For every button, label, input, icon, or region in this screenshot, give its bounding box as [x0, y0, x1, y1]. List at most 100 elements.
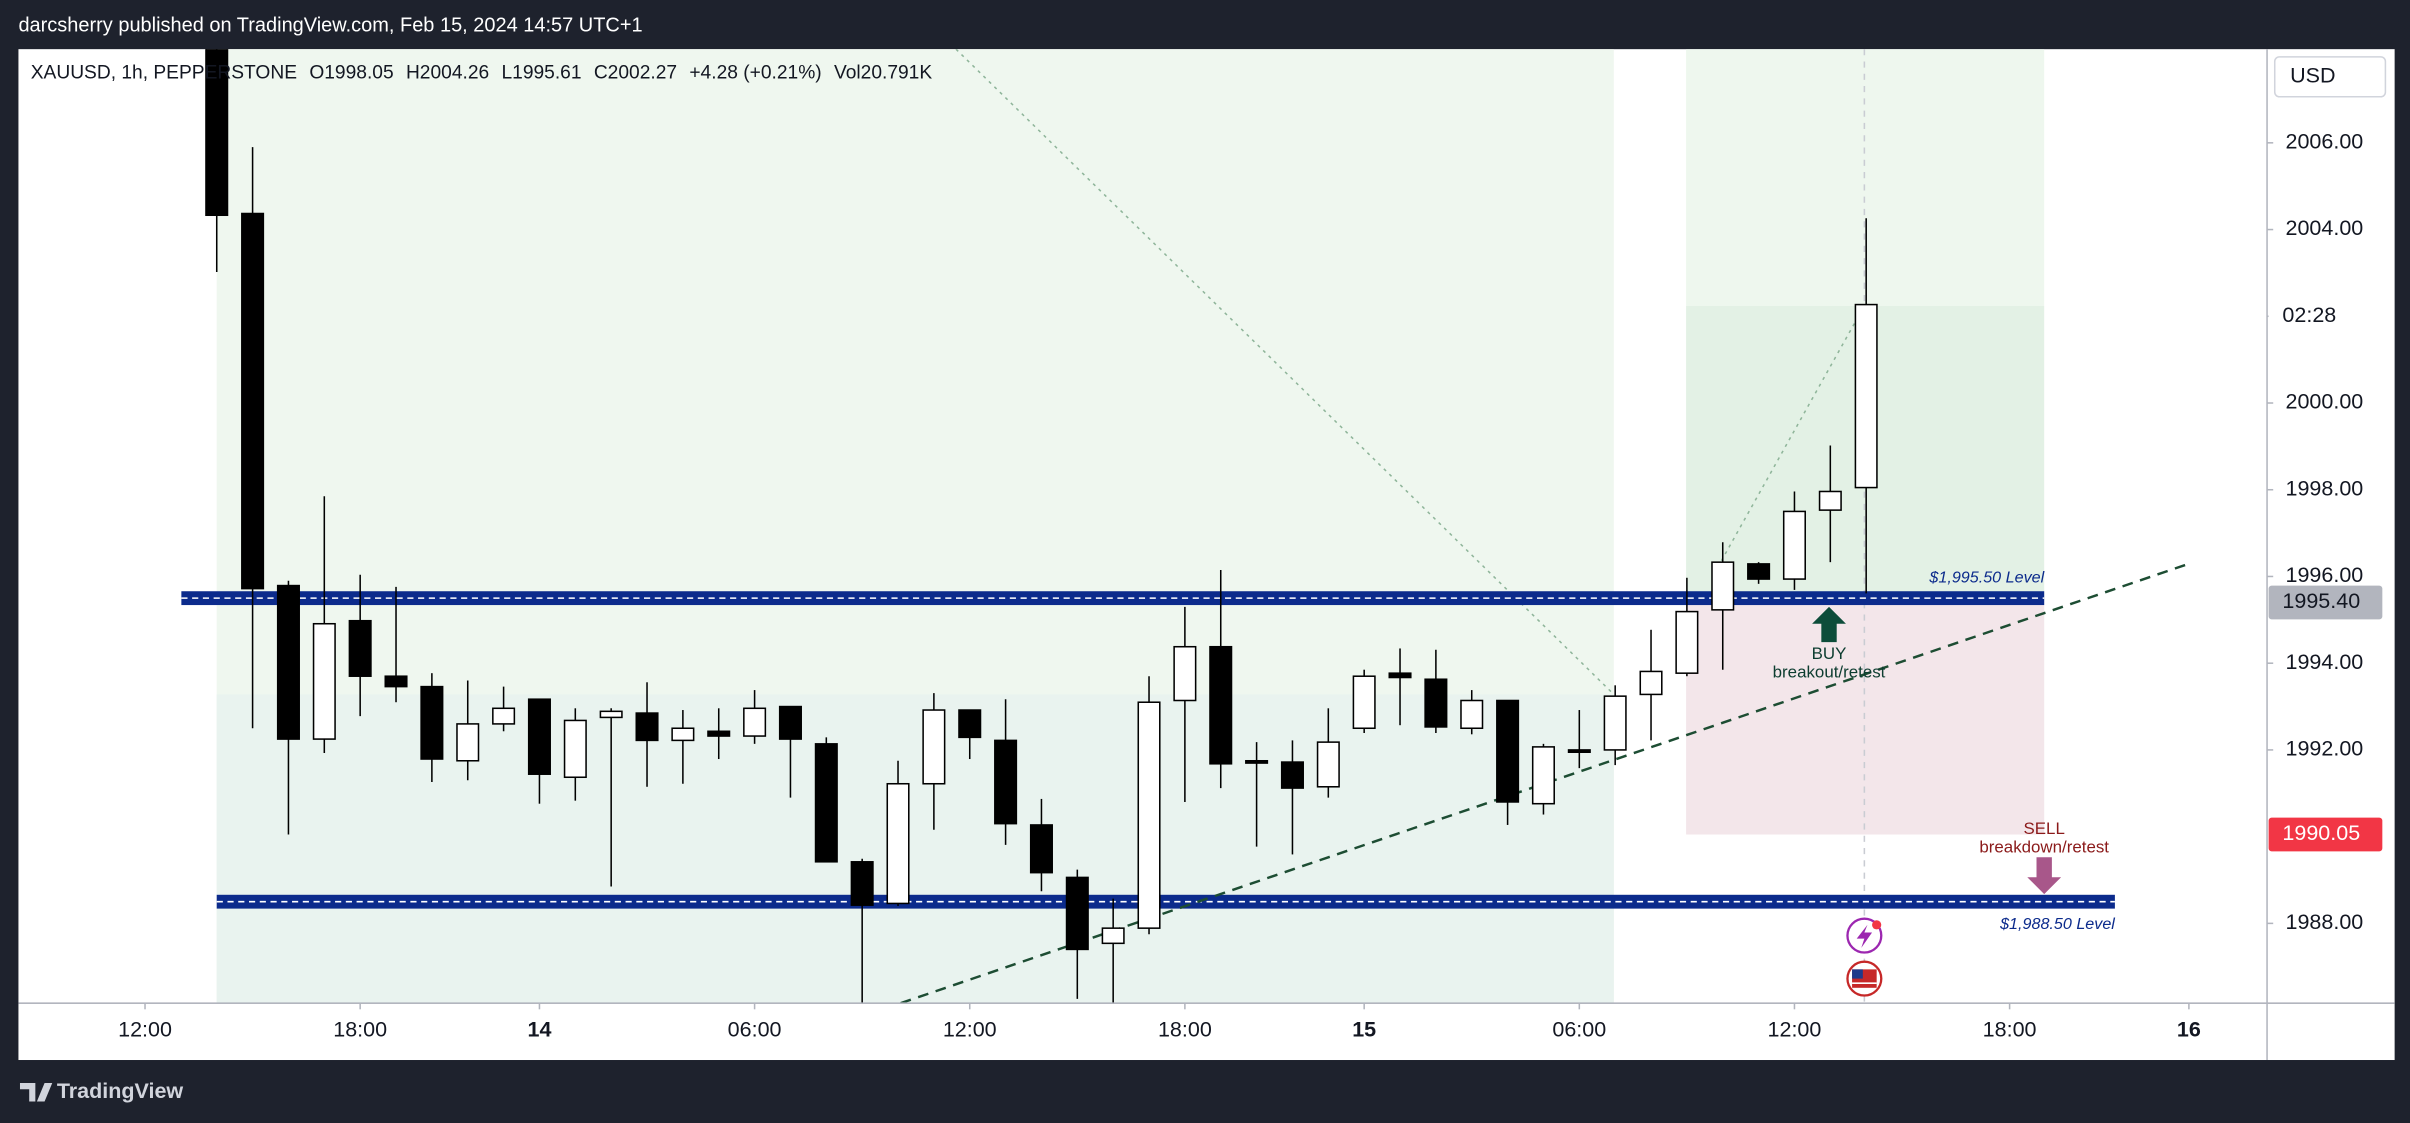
candle-body: [1818, 490, 1842, 511]
candle-body: [527, 698, 551, 775]
x-tick-label: 12:00: [943, 1018, 997, 1042]
x-tick-label: 18:00: [1983, 1018, 2037, 1042]
candle-body: [1065, 876, 1089, 951]
event-icon-bolt: [1856, 924, 1873, 948]
candle-body: [1101, 927, 1125, 945]
candle-body: [1567, 749, 1591, 753]
levels: $1,995.50 Level $1,988.50 Level: [181, 568, 2115, 933]
candle-body: [994, 739, 1018, 825]
ohlc: Vol20.791K: [834, 63, 932, 84]
candle-body: [922, 709, 946, 785]
sell-arrow: [2027, 857, 2062, 895]
candle-body: [420, 685, 444, 760]
candle-body: [1675, 610, 1699, 674]
candle-body: [1316, 741, 1340, 788]
candle-body: [1245, 759, 1269, 764]
price-label-box: [2268, 299, 2383, 334]
price-label-box: [2268, 817, 2383, 852]
candle-body: [492, 707, 516, 725]
price-label: 1990.05: [2282, 821, 2360, 845]
candle-body: [886, 782, 910, 905]
price-label: 1995.40: [2282, 589, 2360, 613]
x-tick-label: 06:00: [728, 1018, 782, 1042]
candle-body: [1711, 561, 1735, 611]
candle-body: [1531, 746, 1555, 805]
candle-body: [958, 709, 982, 739]
currency[interactable]: USD: [2290, 64, 2335, 88]
x-tick-label: 06:00: [1552, 1018, 1606, 1042]
x-tick-label: 18:00: [1158, 1018, 1212, 1042]
y-tick-label: 2006.00: [2286, 130, 2364, 154]
buy-label: BUY: [1812, 644, 1847, 663]
x-tick-label: 18:00: [333, 1018, 387, 1042]
candle-body: [1280, 761, 1304, 789]
buy-note: breakout/retest: [1773, 662, 1886, 681]
candle-body: [1782, 510, 1806, 580]
y-tick-label: 1988.00: [2286, 910, 2364, 934]
candle-body: [635, 712, 659, 742]
publisher: darcsherry published on TradingView.com,…: [18, 14, 642, 36]
event-dot: [1872, 920, 1882, 930]
y-tick-label: 1992.00: [2286, 737, 2364, 761]
x-tick-label: 14: [527, 1018, 551, 1042]
candle-body: [1460, 699, 1484, 730]
candle-body: [778, 705, 802, 740]
candles: [205, 49, 1878, 1004]
ohlc: H2004.26: [406, 63, 489, 84]
y-tick-label: 2004.00: [2286, 216, 2364, 240]
x-tick-label: 12:00: [118, 1018, 172, 1042]
candle-body: [1496, 699, 1520, 803]
candle-body: [1639, 670, 1663, 696]
sell-label: SELL: [2024, 819, 2065, 838]
candle-body: [814, 743, 838, 863]
zone: [216, 694, 1614, 1004]
y-tick-label: 1994.00: [2286, 650, 2364, 674]
candle-body: [348, 619, 372, 677]
candle-body: [743, 707, 767, 737]
y-tick-label: 1998.00: [2286, 476, 2364, 500]
ohlc: +4.28 (+0.21%): [689, 63, 821, 84]
candle-body: [1747, 563, 1771, 580]
candle-body: [671, 727, 695, 742]
symbol: XAUUSD, 1h, PEPPERSTONE: [31, 63, 297, 84]
candle-body: [1137, 701, 1161, 929]
price-label: 02:28: [2282, 303, 2336, 327]
x-tick-label: 16: [2177, 1018, 2201, 1042]
flag-canton: [1852, 969, 1863, 979]
symbol-header: XAUUSD, 1h, PEPPERSTONE O1998.05 H2004.26 L…: [31, 63, 933, 84]
candle-body: [241, 212, 265, 590]
plot: $1,995.50 Level $1,988.50 Level: [181, 49, 2190, 1004]
y-tick-label: 1996.00: [2286, 563, 2364, 587]
candle-body: [599, 710, 623, 719]
candle-body: [205, 49, 229, 217]
candle-body: [384, 675, 408, 688]
ohlc: L1995.61: [501, 63, 581, 84]
currency-box[interactable]: [2273, 56, 2387, 98]
axes: 2006.002004.002002.002000.001998.001996.…: [118, 130, 2383, 1042]
dotted-line: [1720, 305, 1866, 562]
candle-body: [1424, 678, 1448, 728]
candle-body: [1352, 675, 1376, 730]
candle-body: [850, 861, 874, 906]
brand-logo: [19, 1083, 53, 1102]
y-tick-label: 2000.00: [2286, 390, 2364, 414]
candle-body: [1854, 303, 1878, 489]
sell-note: breakdown/retest: [1979, 837, 2109, 856]
candle-body: [1388, 672, 1412, 679]
candle-body: [456, 723, 480, 762]
x-tick-label: 15: [1352, 1018, 1376, 1042]
candle-body: [1209, 645, 1233, 765]
candle-body: [1603, 695, 1627, 751]
candle-body: [276, 584, 300, 740]
ohlc: O1998.05: [309, 63, 393, 84]
ohlc: C2002.27: [594, 63, 677, 84]
level-label: $1,995.50 Level: [1928, 568, 2044, 586]
buy-arrow: [1812, 606, 1846, 643]
x-tick-label: 12:00: [1768, 1018, 1822, 1042]
level-label: $1,988.50 Level: [1999, 915, 2115, 933]
brand: TradingView: [57, 1079, 184, 1103]
candle-body: [563, 719, 587, 779]
candle-body: [1029, 824, 1053, 874]
